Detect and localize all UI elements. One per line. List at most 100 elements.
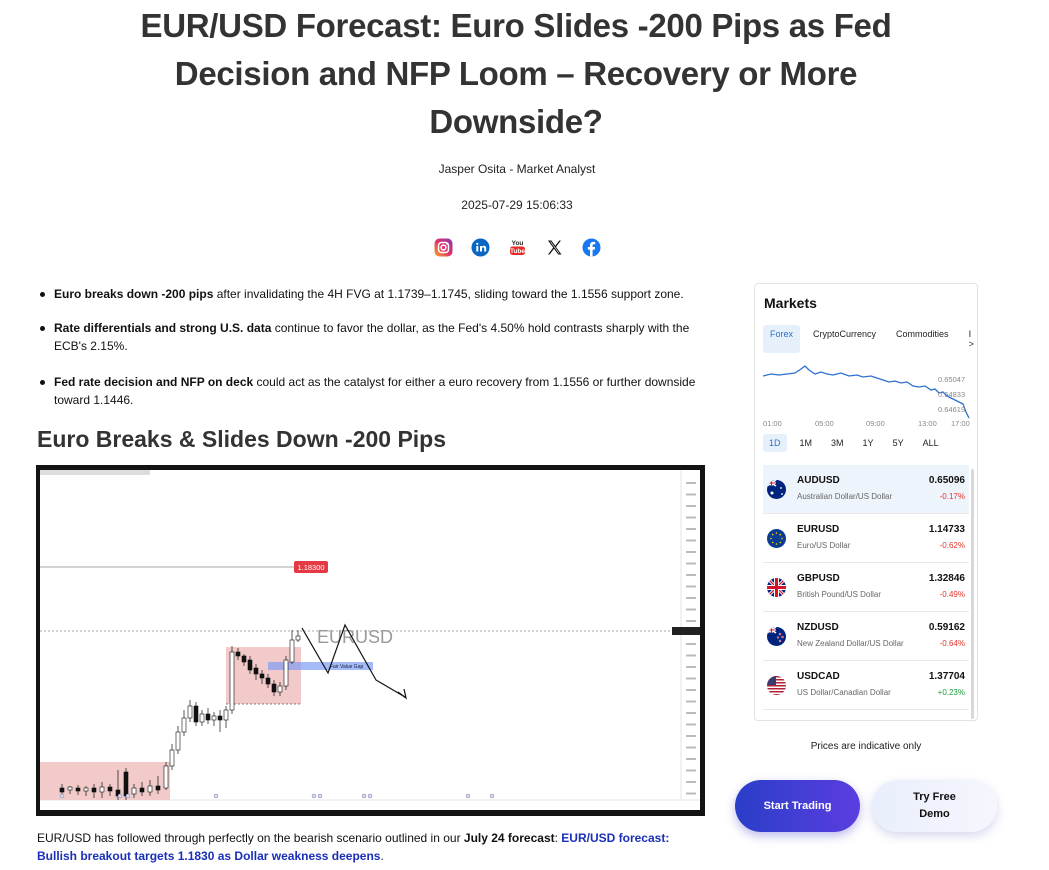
price-scale-tick [686, 493, 696, 496]
mini-time-label: 17:00 [951, 419, 970, 428]
pair-symbol: NZDUSD [797, 622, 839, 633]
fair-value-gap-box [268, 662, 373, 670]
fvg-label: Fair Value Gap [330, 664, 363, 670]
youtube-icon[interactable]: You Tube [508, 238, 527, 257]
eurusd-chart-image[interactable]: 1.18300 Fair Value Gap EURUSD [36, 465, 705, 816]
pair-row-eurusd[interactable]: EURUSD Euro/US Dollar 1.14733 -0.62% [763, 514, 969, 563]
pair-symbol: GBPUSD [797, 573, 840, 584]
candle-body [193, 705, 199, 723]
candle-body [265, 677, 271, 685]
candle-body [217, 715, 223, 721]
eu-flag-icon [767, 529, 786, 548]
event-marker [311, 793, 317, 799]
forecast-link[interactable]: EUR/USD forecast: Bullish breakout targe… [37, 831, 670, 863]
pair-description: Australian Dollar/US Dollar [797, 492, 893, 501]
event-marker [367, 793, 373, 799]
svg-text:Tube: Tube [510, 248, 525, 255]
price-scale [686, 482, 696, 795]
mini-time-label: 09:00 [866, 419, 885, 428]
instagram-icon[interactable] [434, 238, 453, 257]
range-5y[interactable]: 5Y [892, 438, 904, 448]
price-scale-tick [686, 528, 696, 530]
event-marker [117, 793, 123, 799]
candle-body [259, 673, 265, 679]
range-3m[interactable]: 3M [831, 438, 844, 448]
range-1y[interactable]: 1Y [862, 438, 874, 448]
markets-tabs: Forex CryptoCurrency Commodities I > [763, 325, 977, 353]
projection-path [301, 623, 406, 698]
candle-body [235, 651, 241, 657]
publish-date: 2025-07-29 15:06:33 [461, 198, 573, 212]
price-scale-tick [686, 769, 696, 772]
tab-commodities[interactable]: Commodities [896, 329, 949, 339]
pair-list-scrollbar[interactable] [971, 469, 974, 719]
price-scale-tick [686, 505, 696, 507]
candle-body [169, 749, 175, 767]
price-scale-tick [686, 746, 696, 749]
price-scale-tick [686, 551, 696, 553]
start-trading-button[interactable]: Start Trading [735, 780, 860, 832]
candle-body [155, 785, 161, 791]
x-icon[interactable] [545, 238, 564, 257]
pair-price: 1.14733 [928, 524, 965, 535]
pair-symbol: EURUSD [797, 524, 840, 535]
facebook-icon[interactable] [582, 238, 601, 257]
event-marker [125, 793, 131, 799]
candle-body [83, 787, 89, 792]
candle-body [67, 786, 73, 791]
candle-body [139, 787, 145, 793]
try-free-demo-button[interactable]: Try Free Demo [872, 780, 997, 832]
mini-time-label: 01:00 [763, 419, 782, 428]
price-scale-tick [686, 539, 696, 542]
range-1m[interactable]: 1M [799, 438, 813, 448]
price-scale-tick [686, 516, 696, 519]
tab-more-arrow[interactable]: I > [968, 329, 974, 349]
mini-price-label: 0.64619 [938, 405, 965, 414]
article-paragraph: EUR/USD has followed through perfectly o… [37, 831, 670, 863]
price-scale-tick [686, 654, 696, 657]
event-marker [465, 793, 471, 799]
mini-price-chart: 0.65047 0.64833 0.64619 01:00 05:00 09:0… [763, 365, 970, 428]
event-marker [361, 793, 367, 799]
pair-row-nzdusd[interactable]: NZDUSD New Zealand Dollar/US Dollar 0.59… [763, 612, 969, 661]
candle-body [295, 635, 301, 641]
event-marker [489, 793, 495, 799]
mini-price-label: 0.64833 [938, 390, 965, 399]
pair-row-audusd[interactable]: AUDUSD Australian Dollar/US Dollar 0.650… [763, 465, 969, 514]
pair-price: 0.59162 [928, 622, 965, 633]
pair-row-gbpusd[interactable]: GBPUSD British Pound/US Dollar 1.32846 -… [763, 563, 969, 612]
range-1d[interactable]: 1D [763, 434, 787, 452]
new-zealand-flag-icon [767, 627, 786, 646]
price-scale-tick [686, 700, 696, 703]
demand-zone [40, 762, 170, 800]
pair-price: 1.37704 [928, 671, 965, 682]
range-all[interactable]: ALL [922, 438, 939, 448]
price-scale-tick [686, 758, 696, 760]
pair-row-usdcad[interactable]: USDCAD US Dollar/Canadian Dollar 1.37704… [763, 661, 969, 710]
pair-change: +0.23% [937, 688, 965, 697]
svg-text:You: You [512, 240, 524, 247]
candle-body [123, 771, 129, 797]
candle-body [187, 705, 193, 719]
pair-symbol: AUDUSD [797, 475, 840, 486]
author-byline[interactable]: Jasper Osita - Market Analyst [438, 162, 596, 176]
candle-body [59, 787, 65, 793]
price-scale-tick [686, 723, 696, 726]
currency-pair-list: AUDUSD Australian Dollar/US Dollar 0.650… [763, 465, 969, 710]
key-points-list: Euro breaks down -200 pips after invalid… [36, 285, 708, 409]
candle-body [91, 787, 97, 793]
candle-body [75, 787, 81, 792]
pair-change: -0.64% [939, 639, 965, 648]
event-marker [317, 793, 323, 799]
linkedin-icon[interactable] [471, 238, 490, 257]
article-title: EUR/USD Forecast: Euro Slides -200 Pips … [140, 7, 892, 140]
key-point: Fed rate decision and NFP on deck could … [36, 373, 708, 409]
price-scale-tick [686, 689, 696, 691]
tab-cryptocurrency[interactable]: CryptoCurrency [813, 329, 877, 339]
event-markers [59, 793, 495, 799]
price-scale-tick [686, 792, 696, 795]
tab-forex[interactable]: Forex [763, 325, 801, 353]
pair-symbol: USDCAD [797, 671, 840, 682]
current-price-tag [672, 627, 700, 635]
candle-body [247, 659, 253, 671]
